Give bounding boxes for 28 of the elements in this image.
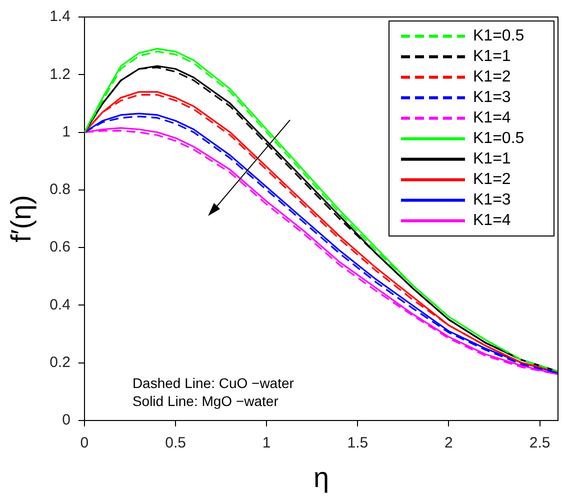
legend-label: K1=0.5: [473, 28, 524, 45]
y-tick-label: 1.2: [50, 66, 70, 83]
y-tick-label: 0.4: [50, 296, 70, 314]
legend-label: K1=1: [473, 150, 511, 168]
legend-label: K1=2: [473, 171, 511, 188]
annotation: Dashed Line: CuO −water: [132, 374, 294, 391]
legend-label: K1=4: [473, 110, 511, 127]
y-tick-label: 0.6: [50, 238, 70, 256]
x-tick-label: 0.5: [165, 434, 186, 452]
annotation: Solid Line: MgO −water: [132, 392, 279, 409]
legend-label: K1=1: [473, 48, 511, 66]
y-tick-label: 0.8: [50, 181, 70, 198]
y-tick-label: 0: [62, 412, 70, 429]
legend-label: K1=0.5: [473, 130, 524, 148]
x-tick-label: 0: [80, 434, 89, 452]
y-tick-label: 1: [62, 123, 70, 140]
legend-label: K1=3: [473, 192, 511, 209]
y-tick-label: 0.2: [50, 354, 70, 371]
x-tick-label: 1.5: [347, 434, 368, 452]
x-tick-label: 2: [444, 434, 453, 452]
y-axis-title: f′(η): [6, 195, 37, 242]
legend-label: K1=2: [473, 68, 511, 86]
legend-label: K1=3: [473, 89, 511, 106]
x-axis-title: η: [313, 462, 330, 493]
x-tick-label: 1: [262, 434, 271, 452]
legend-label: K1=4: [473, 212, 511, 230]
y-tick-label: 1.4: [50, 8, 70, 26]
x-tick-label: 2.5: [529, 434, 550, 452]
